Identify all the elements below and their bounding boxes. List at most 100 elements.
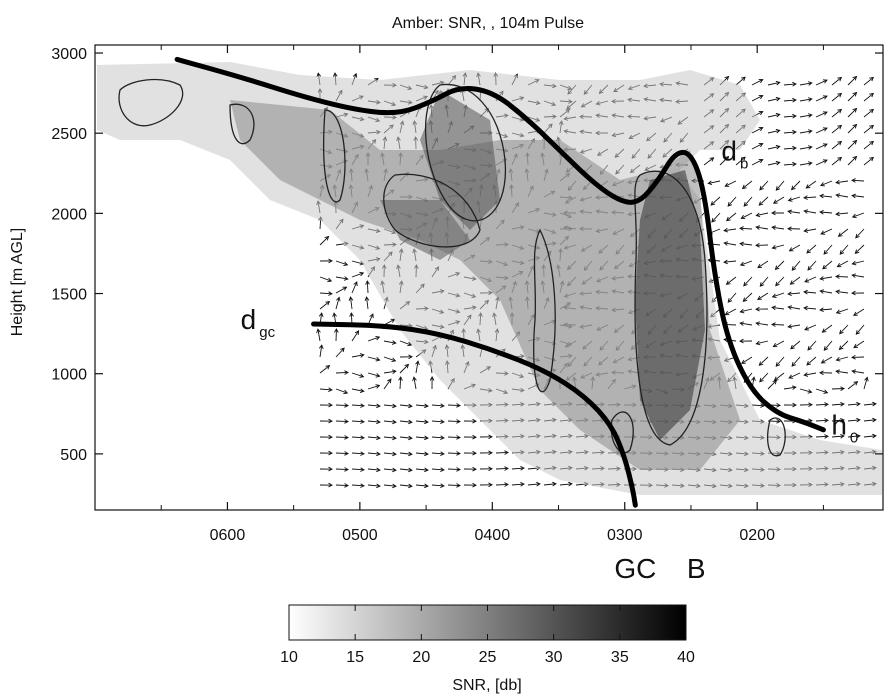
wind-vector-head: [398, 376, 403, 381]
wind-vector: [335, 297, 340, 310]
wind-vector-head: [835, 309, 841, 314]
wind-vector: [804, 291, 817, 294]
wind-vector: [335, 286, 347, 294]
wind-vector: [863, 419, 876, 422]
wind-vector: [836, 370, 849, 374]
wind-vector-head: [820, 230, 826, 235]
wind-vector: [815, 388, 828, 394]
wind-vector-head: [771, 245, 777, 250]
wind-vector: [836, 194, 849, 198]
wind-vector: [335, 404, 349, 406]
wind-vector: [335, 276, 348, 280]
wind-vector-head: [376, 451, 381, 457]
wind-vector-head: [740, 214, 746, 219]
wind-vector-head: [723, 241, 729, 246]
wind-vector-head: [520, 482, 525, 487]
wind-vector: [399, 452, 412, 455]
wind-vector: [447, 404, 461, 407]
wind-vector-head: [855, 233, 860, 239]
wind-vector-head: [759, 185, 764, 191]
wind-vector-head: [758, 158, 764, 164]
wind-vector-head: [771, 322, 776, 327]
wind-vector: [831, 125, 842, 134]
wind-vector: [351, 468, 365, 471]
wind-vector: [799, 130, 812, 134]
wind-vector: [383, 484, 396, 487]
wind-vector-head: [807, 389, 813, 394]
wind-vector: [807, 340, 817, 351]
wind-vector-head: [807, 345, 812, 351]
wind-vector: [319, 345, 323, 358]
wind-vector: [383, 420, 396, 423]
wind-vector: [863, 377, 868, 390]
wind-vector: [771, 324, 785, 326]
colorbar-tick-label: 15: [346, 649, 364, 666]
wind-vector: [431, 420, 445, 423]
wind-vector-head: [835, 211, 840, 217]
wind-vector: [775, 180, 785, 191]
wind-vector: [317, 329, 321, 342]
boundary-label-main: d: [721, 135, 737, 166]
wind-vector: [790, 276, 801, 285]
wind-vector-head: [792, 81, 797, 87]
wind-vector-head: [775, 362, 781, 367]
wind-vector: [559, 483, 572, 486]
wind-vector-head: [724, 182, 730, 187]
wind-vector-head: [328, 418, 333, 424]
wind-vector-head: [851, 213, 857, 219]
wind-vector-head: [743, 281, 748, 287]
wind-vector-head: [803, 372, 809, 377]
wind-vector: [319, 365, 330, 374]
wind-vector-head: [364, 296, 370, 301]
wind-vector-head: [348, 296, 354, 301]
wind-vector-head: [344, 435, 349, 440]
wind-vector-head: [504, 450, 509, 455]
wind-vector-head: [872, 433, 877, 439]
wind-vector-head: [807, 81, 813, 86]
wind-vector-head: [707, 180, 713, 186]
wind-vector: [383, 340, 396, 344]
wind-vector-head: [751, 376, 756, 382]
wind-vector-head: [775, 80, 781, 86]
wind-vector-head: [837, 92, 843, 98]
wind-vector-head: [408, 354, 413, 360]
wind-vector: [767, 98, 780, 102]
wind-vector: [350, 297, 353, 310]
wind-vector: [767, 114, 780, 118]
wind-vector-head: [318, 312, 324, 318]
wind-vector-head: [408, 467, 413, 473]
wind-vector-head: [822, 264, 827, 270]
wind-vector: [447, 436, 461, 439]
wind-vector-head: [869, 140, 875, 146]
wind-vector: [727, 292, 737, 303]
wind-vector: [351, 404, 365, 407]
wind-vector: [708, 180, 721, 184]
wind-vector-head: [775, 186, 781, 191]
wind-vector: [806, 356, 817, 366]
wind-vector-head: [424, 451, 429, 457]
wind-vector: [367, 484, 380, 487]
wind-vector-head: [853, 343, 859, 349]
wind-vector: [823, 244, 833, 255]
wind-vector-head: [807, 161, 813, 166]
wind-vector-head: [739, 308, 745, 314]
wind-vector-head: [376, 435, 381, 441]
wind-vector-head: [775, 128, 781, 134]
wind-vector-head: [758, 201, 764, 206]
wind-vector: [431, 436, 445, 439]
wind-vector: [415, 361, 419, 374]
wind-vector: [751, 143, 763, 150]
wind-vector-head: [344, 403, 349, 408]
y-tick-label: 1500: [51, 287, 87, 304]
wind-vector: [863, 109, 874, 118]
wind-vector-head: [758, 94, 764, 100]
wind-vector: [839, 244, 849, 255]
snr-contours: [118, 78, 786, 457]
wind-vector-head: [359, 373, 365, 378]
wind-vector-head: [739, 338, 744, 344]
wind-vector-head: [822, 159, 828, 164]
wind-vector: [805, 180, 817, 189]
wind-vector-head: [488, 466, 493, 472]
wind-vector: [751, 127, 763, 134]
